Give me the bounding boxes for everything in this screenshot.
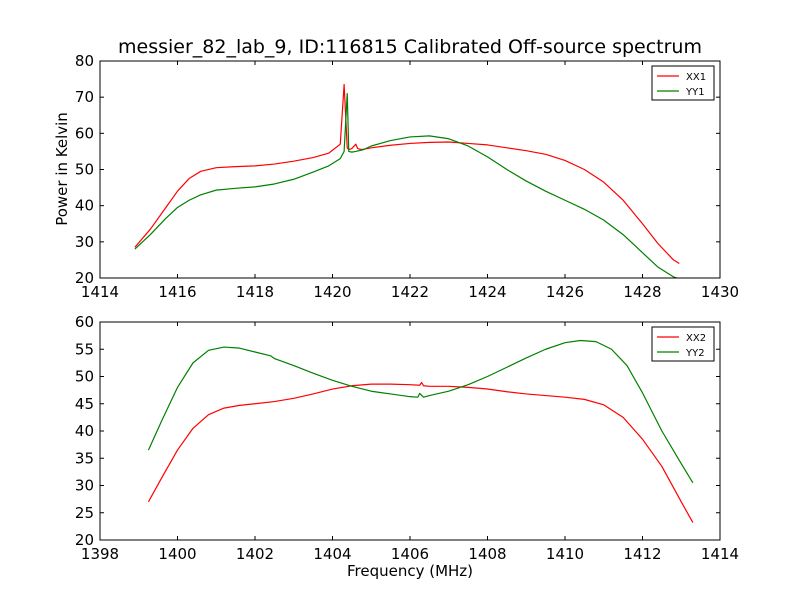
- bottom-ytick-label: 30: [75, 477, 94, 495]
- top-ytick-label: 60: [75, 124, 94, 142]
- top-xtick-label: 1430: [701, 283, 739, 301]
- top-ytick-label: 70: [75, 88, 94, 106]
- bottom-ytick-label: 50: [75, 368, 94, 386]
- top-chart-ylabel: Power in Kelvin: [53, 112, 71, 226]
- top-series-xx1-line: [134, 83, 680, 265]
- bottom-xtick-label: 1400: [158, 545, 196, 563]
- top-xtick-label: 1414: [81, 283, 119, 301]
- top-xtick-label: 1424: [468, 283, 506, 301]
- bottom-ytick-label: 35: [75, 449, 94, 467]
- top-ytick-label: 30: [75, 233, 94, 251]
- top-ytick-label: 80: [75, 52, 94, 70]
- top-xtick-label: 1428: [623, 283, 661, 301]
- bottom-chart-xlabel: Frequency (MHz): [347, 562, 473, 580]
- top-xtick-label: 1418: [236, 283, 274, 301]
- bottom-xtick-label: 1404: [313, 545, 351, 563]
- top-xtick-label: 1420: [313, 283, 351, 301]
- bottom-xtick-label: 1398: [81, 545, 119, 563]
- bottom-ytick-label: 25: [75, 504, 94, 522]
- bottom-xtick-label: 1412: [623, 545, 661, 563]
- top-xtick-label: 1416: [158, 283, 196, 301]
- bottom-ytick-label: 55: [75, 340, 94, 358]
- bottom-legend-label-yy2: YY2: [685, 348, 705, 359]
- bottom-legend: [651, 326, 715, 362]
- bottom-xtick-label: 1414: [701, 545, 739, 563]
- top-ytick-label: 20: [75, 269, 94, 287]
- bottom-series-yy2-line: [147, 339, 694, 484]
- bottom-xtick-label: 1406: [391, 545, 429, 563]
- top-legend: [651, 65, 715, 101]
- top-chart-title: messier_82_lab_9, ID:116815 Calibrated O…: [118, 36, 702, 58]
- top-xtick-label: 1426: [546, 283, 584, 301]
- bottom-series-xx2-line: [147, 381, 694, 523]
- top-ytick-label: 50: [75, 161, 94, 179]
- bottom-legend-label-xx2: XX2: [686, 333, 706, 344]
- top-series-yy1-line: [134, 92, 680, 278]
- bottom-panel: 1398 1400 1402 1404 1406 1408 1410 1412 1414 20 25…: [75, 313, 739, 563]
- bottom-ytick-label: 60: [75, 313, 94, 331]
- bottom-xtick-label: 1410: [546, 545, 584, 563]
- bottom-ytick-label: 40: [75, 422, 94, 440]
- top-xtick-label: 1422: [391, 283, 429, 301]
- top-panel: 1414 1416 1418 1420 1422 1424 1426 1428 1430 20 30…: [75, 52, 739, 301]
- top-ytick-label: 40: [75, 197, 94, 215]
- bottom-ytick-label: 20: [75, 531, 94, 549]
- top-legend-label-xx1: XX1: [686, 72, 706, 83]
- bottom-ytick-label: 45: [75, 395, 94, 413]
- top-legend-label-yy1: YY1: [685, 87, 705, 98]
- bottom-xtick-label: 1402: [236, 545, 274, 563]
- bottom-xtick-label: 1408: [468, 545, 506, 563]
